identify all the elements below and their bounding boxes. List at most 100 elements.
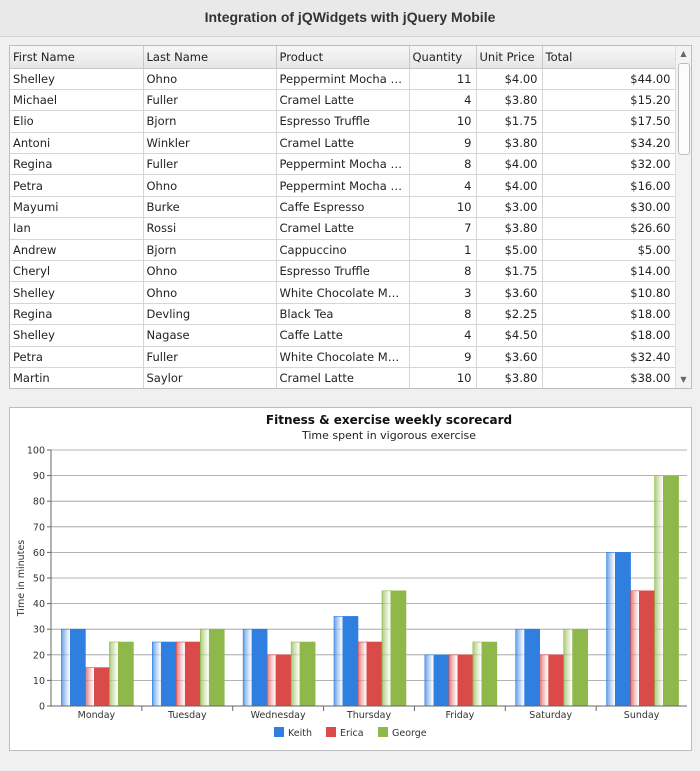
cell-unit-price[interactable]: $3.80	[476, 217, 543, 240]
cell-first-name[interactable]: Martin	[10, 367, 144, 388]
cell-product[interactable]: Peppermint Mocha T...	[276, 174, 410, 197]
cell-first-name[interactable]: Mayumi	[10, 196, 144, 219]
cell-quantity[interactable]: 9	[409, 132, 477, 155]
cell-product[interactable]: Cappuccino	[276, 239, 410, 262]
scrollbar-thumb[interactable]	[678, 63, 690, 155]
cell-quantity[interactable]: 11	[409, 68, 477, 90]
cell-total[interactable]: $32.00	[542, 153, 676, 176]
table-row[interactable]: Michael Fuller Cramel Latte 4 $3.80 $15.20	[10, 89, 676, 112]
cell-last-name[interactable]: Burke	[143, 196, 277, 219]
cell-total[interactable]: $18.00	[542, 324, 676, 347]
table-row[interactable]: Regina Fuller Peppermint Mocha T... 8 $4.00 $…	[10, 153, 676, 176]
cell-unit-price[interactable]: $3.80	[476, 132, 543, 155]
cell-unit-price[interactable]: $4.00	[476, 174, 543, 197]
table-row[interactable]: Shelley Ohno White Chocolate Mo... 3 $3.60 $1…	[10, 281, 676, 304]
cell-last-name[interactable]: Fuller	[143, 346, 277, 368]
cell-first-name[interactable]: Shelley	[10, 68, 144, 90]
cell-quantity[interactable]: 8	[409, 260, 477, 283]
table-row[interactable]: Ian Rossi Cramel Latte 7 $3.80 $26.60	[10, 217, 676, 240]
cell-last-name[interactable]: Fuller	[143, 89, 277, 112]
legend-label-george[interactable]: George	[392, 728, 427, 739]
cell-first-name[interactable]: Andrew	[10, 239, 144, 262]
cell-product[interactable]: White Chocolate Mo...	[276, 281, 410, 304]
column-header-first-name[interactable]: First Name	[10, 46, 144, 69]
cell-last-name[interactable]: Bjorn	[143, 110, 277, 133]
cell-total[interactable]: $18.00	[542, 303, 676, 326]
cell-unit-price[interactable]: $1.75	[476, 110, 543, 133]
cell-quantity[interactable]: 10	[409, 110, 477, 133]
cell-last-name[interactable]: Ohno	[143, 68, 277, 90]
cell-product[interactable]: Espresso Truffle	[276, 260, 410, 283]
bar-keith-thursday[interactable]	[333, 616, 359, 707]
cell-product[interactable]: Peppermint Mocha T...	[276, 153, 410, 176]
table-row[interactable]: Shelley Ohno Peppermint Mocha T... 11 $4.00 $…	[10, 68, 676, 90]
cell-unit-price[interactable]: $3.60	[476, 346, 543, 368]
cell-unit-price[interactable]: $3.60	[476, 281, 543, 304]
cell-quantity[interactable]: 8	[409, 153, 477, 176]
cell-product[interactable]: Cramel Latte	[276, 367, 410, 388]
cell-total[interactable]: $16.00	[542, 174, 676, 197]
table-row[interactable]: Andrew Bjorn Cappuccino 1 $5.00 $5.00	[10, 239, 676, 262]
cell-unit-price[interactable]: $4.50	[476, 324, 543, 347]
cell-quantity[interactable]: 10	[409, 196, 477, 219]
cell-first-name[interactable]: Regina	[10, 153, 144, 176]
cell-first-name[interactable]: Antoni	[10, 132, 144, 155]
bar-erica-sunday[interactable]	[630, 590, 655, 707]
cell-first-name[interactable]: Shelley	[10, 324, 144, 347]
cell-total[interactable]: $14.00	[542, 260, 676, 283]
column-header-quantity[interactable]: Quantity	[409, 46, 477, 69]
bar-keith-friday[interactable]	[424, 654, 450, 707]
cell-unit-price[interactable]: $5.00	[476, 239, 543, 262]
cell-quantity[interactable]: 7	[409, 217, 477, 240]
table-row[interactable]: Petra Ohno Peppermint Mocha T... 4 $4.00 $16.…	[10, 174, 676, 197]
bar-erica-friday[interactable]	[448, 654, 474, 707]
cell-last-name[interactable]: Ohno	[143, 260, 277, 283]
scroll-up-icon[interactable]: ▲	[680, 49, 687, 58]
cell-first-name[interactable]: Cheryl	[10, 260, 144, 283]
bar-keith-sunday[interactable]	[606, 552, 631, 707]
bar-erica-wednesday[interactable]	[266, 654, 292, 707]
bar-keith-monday[interactable]	[61, 628, 86, 707]
cell-total[interactable]: $5.00	[542, 239, 676, 262]
bar-george-tuesday[interactable]	[199, 628, 225, 707]
cell-quantity[interactable]: 8	[409, 303, 477, 326]
cell-first-name[interactable]: Ian	[10, 217, 144, 240]
cell-unit-price[interactable]: $1.75	[476, 260, 543, 283]
cell-quantity[interactable]: 9	[409, 346, 477, 368]
cell-first-name[interactable]: Petra	[10, 346, 144, 368]
bar-george-wednesday[interactable]	[290, 641, 316, 707]
cell-product[interactable]: Cramel Latte	[276, 132, 410, 155]
bar-erica-tuesday[interactable]	[175, 641, 201, 707]
cell-unit-price[interactable]: $3.00	[476, 196, 543, 219]
bar-george-saturday[interactable]	[563, 628, 589, 707]
cell-last-name[interactable]: Rossi	[143, 217, 277, 240]
column-header-product[interactable]: Product	[276, 46, 410, 69]
cell-total[interactable]: $17.50	[542, 110, 676, 133]
cell-total[interactable]: $10.80	[542, 281, 676, 304]
column-header-unit-price[interactable]: Unit Price	[476, 46, 543, 69]
column-header-total[interactable]: Total	[542, 46, 676, 69]
vertical-scrollbar[interactable]: ▲ ▼	[675, 46, 691, 388]
cell-quantity[interactable]: 1	[409, 239, 477, 262]
cell-total[interactable]: $44.00	[542, 68, 676, 90]
cell-first-name[interactable]: Michael	[10, 89, 144, 112]
cell-last-name[interactable]: Ohno	[143, 174, 277, 197]
cell-total[interactable]: $15.20	[542, 89, 676, 112]
cell-total[interactable]: $38.00	[542, 367, 676, 388]
cell-unit-price[interactable]: $4.00	[476, 153, 543, 176]
cell-first-name[interactable]: Elio	[10, 110, 144, 133]
cell-last-name[interactable]: Saylor	[143, 367, 277, 388]
table-row[interactable]: Petra Fuller White Chocolate Mo... 9 $3.60 $3…	[10, 346, 676, 368]
bar-george-thursday[interactable]	[381, 590, 407, 707]
scroll-down-icon[interactable]: ▼	[680, 375, 687, 384]
cell-unit-price[interactable]: $3.80	[476, 89, 543, 112]
cell-unit-price[interactable]: $2.25	[476, 303, 543, 326]
table-row[interactable]: Shelley Nagase Caffe Latte 4 $4.50 $18.00	[10, 324, 676, 347]
cell-first-name[interactable]: Regina	[10, 303, 144, 326]
cell-last-name[interactable]: Winkler	[143, 132, 277, 155]
bar-keith-saturday[interactable]	[515, 628, 541, 707]
cell-last-name[interactable]: Nagase	[143, 324, 277, 347]
cell-quantity[interactable]: 3	[409, 281, 477, 304]
legend-label-erica[interactable]: Erica	[340, 728, 364, 739]
bar-keith-tuesday[interactable]	[151, 641, 177, 707]
